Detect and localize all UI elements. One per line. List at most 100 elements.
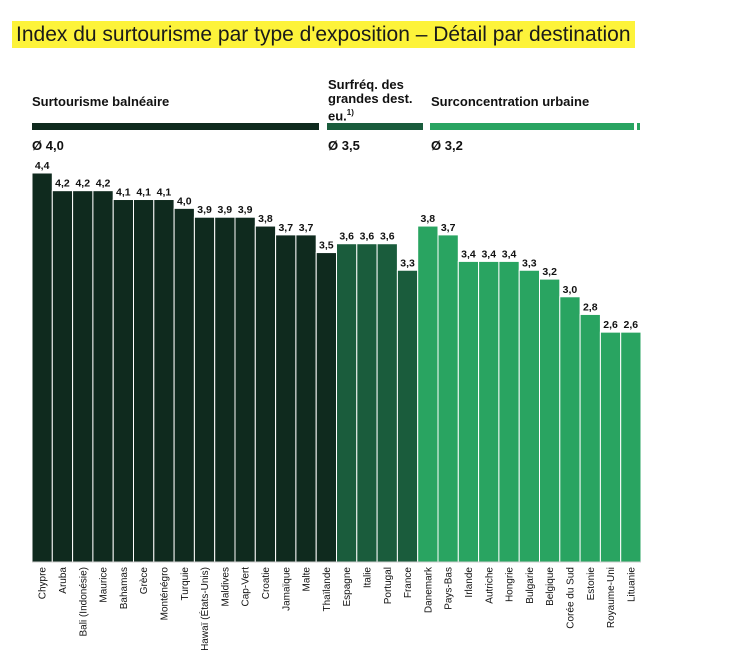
value-label-10: 3,9 <box>238 204 253 216</box>
category-label-1: Aruba <box>58 567 69 594</box>
value-label-29: 2,6 <box>624 319 639 331</box>
category-label-21: Irlande <box>464 567 475 598</box>
group-label-european: Surfréq. des grandes dest. eu.1) <box>328 77 428 124</box>
value-label-22: 3,4 <box>481 248 496 260</box>
category-label-0: Chypre <box>38 567 49 600</box>
bar-28 <box>599 331 622 563</box>
bar-4 <box>112 199 134 563</box>
category-label-29: Lituanie <box>626 567 637 602</box>
group-label-european-text: Surfréq. des grandes dest. eu. <box>328 77 413 124</box>
value-label-20: 3,7 <box>441 222 456 234</box>
category-label-14: Thaïlande <box>322 567 333 612</box>
category-label-25: Belgique <box>545 567 556 606</box>
category-label-12: Jamaïque <box>281 567 292 611</box>
group-average-european: Ø 3,5 <box>328 138 360 153</box>
group-label-urban: Surconcentration urbaine <box>431 94 590 109</box>
value-label-25: 3,2 <box>542 266 557 278</box>
category-label-2: Bali (Indonésie) <box>78 567 89 636</box>
bar-22 <box>478 260 500 563</box>
group-average-beach: Ø 4,0 <box>32 138 64 153</box>
bar-0 <box>31 172 53 563</box>
bar-8 <box>193 216 216 563</box>
bar-1 <box>51 190 74 563</box>
value-label-9: 3,9 <box>218 204 233 216</box>
bar-24 <box>518 269 541 563</box>
bar-26 <box>559 296 581 563</box>
category-label-13: Malte <box>302 567 313 592</box>
value-label-19: 3,8 <box>421 213 436 225</box>
category-label-4: Bahamas <box>119 567 130 609</box>
bar-27 <box>579 313 601 563</box>
category-label-22: Autriche <box>484 567 495 604</box>
value-label-13: 3,7 <box>299 222 314 234</box>
value-label-8: 3,9 <box>197 204 212 216</box>
value-label-0: 4,4 <box>35 160 50 172</box>
group-bar-urban <box>430 123 634 130</box>
bar-15 <box>336 243 358 563</box>
category-label-26: Corée du Sud <box>565 567 576 629</box>
bar-18 <box>396 269 419 563</box>
bar-20 <box>437 234 459 563</box>
category-label-5: Grèce <box>139 567 150 595</box>
category-label-27: Estonie <box>586 567 597 601</box>
group-label-beach: Surtourisme balnéaire <box>32 94 170 109</box>
bar-10 <box>234 216 256 563</box>
value-label-2: 4,2 <box>75 178 90 190</box>
value-label-18: 3,3 <box>400 257 415 269</box>
value-label-11: 3,8 <box>258 213 273 225</box>
value-label-21: 3,4 <box>461 248 476 260</box>
bar-13 <box>295 234 317 563</box>
value-label-5: 4,1 <box>136 187 151 199</box>
bar-25 <box>539 278 561 563</box>
value-label-6: 4,1 <box>157 187 172 199</box>
bar-9 <box>214 216 236 563</box>
category-label-23: Hongrie <box>505 567 516 602</box>
bar-12 <box>275 234 297 563</box>
category-label-16: Italie <box>362 567 373 589</box>
category-label-10: Cap-Vert <box>241 567 252 607</box>
category-label-28: Royaume-Uni <box>606 567 617 628</box>
bar-11 <box>254 225 277 563</box>
value-label-17: 3,6 <box>380 231 395 243</box>
group-bar-european <box>327 123 423 130</box>
bar-17 <box>376 243 398 563</box>
value-label-4: 4,1 <box>116 187 131 199</box>
category-label-24: Bulgarie <box>525 567 536 604</box>
bar-3 <box>92 190 114 563</box>
category-label-18: France <box>403 567 414 599</box>
category-label-8: Hawaï (États-Unis) <box>198 567 211 651</box>
bar-23 <box>498 260 520 563</box>
value-label-15: 3,6 <box>339 231 354 243</box>
bar-7 <box>173 207 195 563</box>
value-label-3: 4,2 <box>96 178 111 190</box>
category-label-7: Turquie <box>180 567 191 601</box>
value-label-26: 3,0 <box>563 284 578 296</box>
category-label-19: Danemark <box>423 566 434 613</box>
chart-title: Index du surtourisme par type d'expositi… <box>12 21 635 48</box>
category-label-9: Maldives <box>220 567 231 606</box>
group-bar-beach <box>32 123 319 130</box>
bar-19 <box>417 225 439 563</box>
bar-29 <box>620 331 642 563</box>
group-average-urban: Ø 3,2 <box>431 138 463 153</box>
value-label-16: 3,6 <box>360 231 375 243</box>
category-label-3: Maurice <box>99 567 110 603</box>
group-bar-urban-tail <box>637 123 640 130</box>
bar-14 <box>315 252 338 563</box>
value-label-23: 3,4 <box>502 248 517 260</box>
category-label-17: Portugal <box>383 567 394 604</box>
value-label-24: 3,3 <box>522 257 537 269</box>
category-label-6: Monténégro <box>159 567 170 621</box>
bar-16 <box>356 243 378 563</box>
value-label-12: 3,7 <box>278 222 293 234</box>
category-label-15: Espagne <box>342 567 353 607</box>
category-label-11: Croatie <box>261 567 272 600</box>
bar-2 <box>72 190 94 563</box>
value-label-27: 2,8 <box>583 301 598 313</box>
value-label-1: 4,2 <box>55 178 70 190</box>
category-label-20: Pays-Bas <box>444 567 455 610</box>
value-label-14: 3,5 <box>319 240 334 252</box>
bar-21 <box>457 260 480 563</box>
value-label-28: 2,6 <box>603 319 618 331</box>
